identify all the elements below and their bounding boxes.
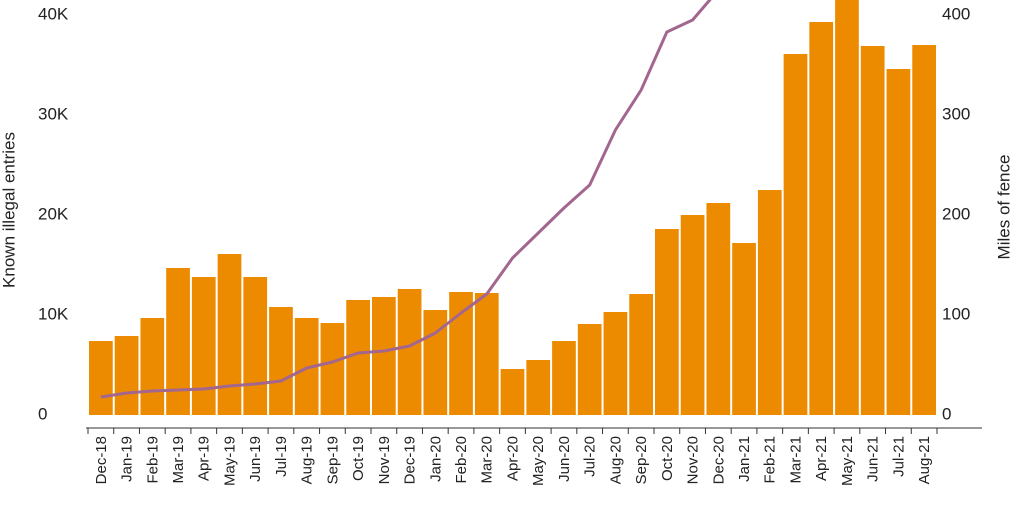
x-tick-label: May-19 [221,436,238,486]
x-tick-label: Dec-20 [710,436,727,484]
bar [114,336,139,415]
bar [449,292,473,415]
x-tick-label: Aug-21 [916,436,933,484]
y-tick-label: 30K [38,104,69,123]
bar [346,300,370,415]
bar [243,277,268,415]
bar [577,324,602,415]
bar [860,46,885,415]
x-tick-label: Feb-20 [453,436,470,484]
bar [886,69,911,415]
x-tick-label: Nov-19 [376,436,393,484]
bar [757,190,782,415]
bar [912,45,936,415]
x-tick-label: Dec-18 [93,436,110,484]
x-tick-label: Oct-19 [350,436,367,481]
bar [732,243,756,415]
x-tick-label: Sep-20 [633,436,650,484]
bar [191,277,216,415]
bar [783,54,808,415]
x-tick-label: Aug-19 [299,436,316,484]
x-tick-label: Jun-20 [556,436,573,482]
x-tick-label: Nov-20 [685,436,702,484]
y-tick-label: 20K [38,204,69,223]
y2-tick-label: 400 [942,4,970,23]
bar [166,268,190,415]
y-tick-label: 10K [38,304,69,323]
x-tick-label: Apr-19 [196,436,213,481]
x-tick-label: Feb-19 [144,436,161,484]
bar [706,203,731,415]
bar [629,294,653,415]
x-tick-label: Jan-19 [119,436,136,482]
line [100,0,712,399]
bar [552,341,576,415]
x-tick-label: Apr-20 [504,436,521,481]
y2-axis-label: Miles of fence [994,155,1013,260]
y2-tick-label: 100 [942,304,970,323]
x-tick-label: May-21 [839,436,856,486]
x-tick-label: Jan-21 [736,436,753,482]
bar [603,312,628,415]
x-tick-label: Jul-20 [582,436,599,477]
x-tick-label: Jun-19 [247,436,264,482]
bar [397,289,422,415]
x-tick-label: Sep-19 [324,436,341,484]
x-tick-label: May-20 [530,436,547,486]
y-tick-label: 0 [38,404,47,423]
y2-tick-label: 300 [942,104,970,123]
bar [526,360,551,415]
bar [680,215,705,415]
x-tick-label: Dec-19 [402,436,419,484]
x-tick-label: Mar-21 [787,436,804,484]
y2-tick-label: 0 [942,404,951,423]
x-tick-label: Jun-21 [865,436,882,482]
y-axis-label: Known illegal entries [0,132,18,288]
bar [835,0,859,415]
bar [500,369,525,415]
bar [89,341,113,415]
x-tick-label: Jan-20 [427,436,444,482]
bar [474,293,499,415]
x-tick-label: Oct-20 [659,436,676,481]
bar [269,307,293,415]
x-tick-label: Mar-19 [170,436,187,484]
bar [140,318,165,415]
bar [320,323,345,415]
x-tick-label: Jul-21 [890,436,907,477]
bar [217,254,242,415]
bar [809,22,834,415]
x-tick-label: Mar-20 [479,436,496,484]
x-tick-label: Aug-20 [607,436,624,484]
x-tick-label: Apr-21 [813,436,830,481]
bar [655,229,679,415]
y-tick-label: 40K [38,4,69,23]
y2-tick-label: 200 [942,204,970,223]
bar [372,297,396,415]
x-tick-label: Feb-21 [762,436,779,484]
x-tick-label: Jul-19 [273,436,290,477]
